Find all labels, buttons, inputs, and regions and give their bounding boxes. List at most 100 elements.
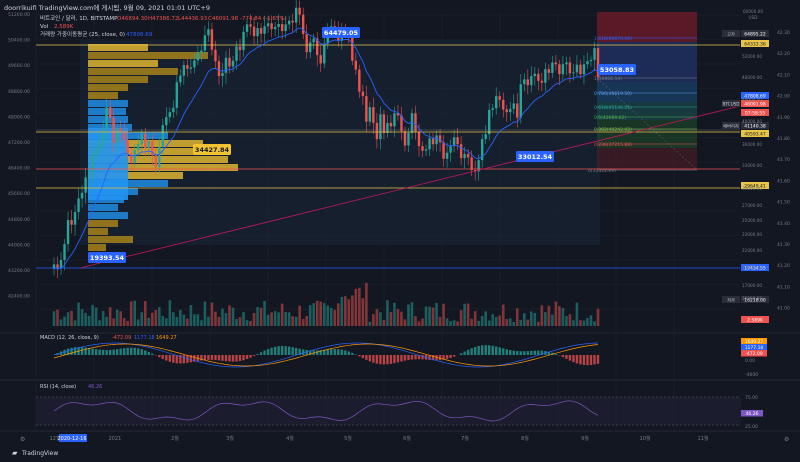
volume-bar bbox=[150, 312, 154, 326]
volume-profile-bar bbox=[88, 236, 133, 243]
price-callout-text: 33012.54 bbox=[518, 153, 553, 161]
volume-bar bbox=[66, 312, 70, 326]
candle-body bbox=[354, 60, 358, 70]
candle-body bbox=[498, 96, 501, 100]
macd-hist-bar bbox=[210, 355, 214, 360]
volume-bar bbox=[340, 296, 344, 326]
candle-body bbox=[193, 60, 196, 68]
volume-bar bbox=[368, 321, 372, 326]
candle-body bbox=[130, 153, 133, 163]
macd-axis-tick: 0.00 bbox=[745, 358, 755, 364]
volume-bar bbox=[365, 282, 368, 326]
candle-body bbox=[210, 29, 214, 50]
right-tag-label-box bbox=[722, 100, 740, 107]
ohlc-change: -774.84 (-1.65%) bbox=[240, 16, 287, 22]
x-axis-tick: 2021 bbox=[109, 436, 122, 442]
macd-hist-bar bbox=[589, 355, 593, 366]
macd-hist-bar bbox=[428, 355, 431, 360]
right-tag-box bbox=[741, 122, 769, 129]
candle-body bbox=[382, 114, 386, 133]
outer-right-tick: 41.10 bbox=[777, 284, 790, 290]
vol-label: Vol bbox=[40, 24, 49, 30]
candle-body bbox=[165, 117, 168, 126]
settings-icon[interactable]: ⚙ bbox=[20, 436, 25, 443]
x-axis-tick: 8월 bbox=[521, 435, 529, 442]
macd-tag-value: 1177.18 bbox=[745, 345, 764, 351]
macd-value: 1649.27 bbox=[156, 335, 177, 341]
candle-body bbox=[438, 135, 442, 143]
macd-hist-bar bbox=[101, 349, 105, 355]
candle-body bbox=[445, 152, 449, 159]
right-axis-tick: 44000.00 bbox=[742, 97, 762, 102]
volume-bar bbox=[463, 303, 466, 326]
fib-zone-red bbox=[597, 148, 697, 170]
volume-bar bbox=[484, 311, 487, 326]
price-callout-text: 64479.05 bbox=[324, 29, 359, 37]
outer-right-tick: 42.20 bbox=[777, 51, 790, 57]
volume-bar bbox=[140, 312, 144, 326]
candle-body bbox=[491, 108, 494, 110]
volume-bar bbox=[203, 301, 207, 326]
macd-hist-bar bbox=[393, 355, 396, 364]
volume-bar bbox=[579, 320, 582, 326]
price-callout-text: 53058.83 bbox=[600, 66, 634, 74]
macd-hist-bar bbox=[235, 355, 238, 362]
volume-bar bbox=[442, 303, 445, 326]
macd-axis-tick: -4000 bbox=[745, 372, 758, 378]
candle-body bbox=[291, 20, 294, 23]
volume-bar bbox=[207, 316, 210, 326]
volume-bar bbox=[547, 305, 551, 326]
volume-bar bbox=[582, 320, 586, 326]
macd-hist-bar bbox=[189, 355, 193, 363]
candle-body bbox=[582, 64, 586, 75]
candle-body bbox=[266, 23, 270, 27]
macd-hist-bar bbox=[396, 355, 400, 363]
volume-bar bbox=[326, 305, 330, 326]
candle-body bbox=[137, 144, 140, 151]
macd-hist-bar bbox=[337, 349, 340, 355]
volume-bar bbox=[154, 309, 158, 326]
candle-body bbox=[94, 149, 98, 155]
volume-bar bbox=[428, 306, 431, 326]
right-axis-tick: 21000.00 bbox=[742, 248, 762, 253]
volume-profile-bar bbox=[88, 84, 128, 91]
volume-bar bbox=[84, 312, 87, 326]
macd-hist-bar bbox=[147, 351, 150, 355]
candle-body bbox=[509, 108, 512, 113]
volume-bar bbox=[554, 301, 558, 326]
left-axis-tick: 43200.00 bbox=[8, 268, 30, 274]
candle-body bbox=[273, 26, 277, 30]
macd-hist-bar bbox=[505, 349, 508, 355]
candle-body bbox=[502, 99, 505, 110]
right-tag-box bbox=[741, 130, 769, 137]
fib-level-label: 0.5(42689.62) bbox=[594, 115, 626, 121]
volume-bar bbox=[231, 307, 235, 326]
candle-body bbox=[375, 122, 379, 140]
settings-icon-right[interactable]: ⚙ bbox=[784, 436, 789, 443]
macd-hist-bar bbox=[593, 355, 596, 365]
outer-right-tick: 41.30 bbox=[777, 242, 790, 248]
candle-body bbox=[301, 14, 305, 35]
ohlc-high: H47386.72 bbox=[148, 16, 178, 22]
macd-hist-bar bbox=[182, 355, 186, 364]
macd-hist-bar bbox=[579, 355, 582, 365]
macd-hist-bar bbox=[491, 345, 494, 355]
macd-hist-bar bbox=[407, 355, 410, 361]
candle-body bbox=[309, 42, 312, 53]
macd-hist-bar bbox=[565, 355, 568, 359]
macd-hist-bar bbox=[270, 347, 273, 355]
candle-body bbox=[161, 125, 164, 147]
candle-body bbox=[547, 69, 551, 73]
right-tag-label: 저가 bbox=[727, 297, 735, 304]
volume-bar bbox=[112, 318, 115, 326]
candle-body bbox=[151, 141, 154, 156]
macd-hist-bar bbox=[466, 349, 470, 355]
candle-body bbox=[463, 154, 466, 159]
volume-bar bbox=[519, 320, 523, 326]
volume-bar bbox=[477, 320, 480, 326]
x-axis-tick: 9월 bbox=[581, 435, 589, 442]
macd-hist-bar bbox=[568, 355, 572, 361]
macd-hist-bar bbox=[410, 355, 414, 360]
candle-body bbox=[298, 7, 301, 15]
volume-bar bbox=[165, 318, 168, 326]
